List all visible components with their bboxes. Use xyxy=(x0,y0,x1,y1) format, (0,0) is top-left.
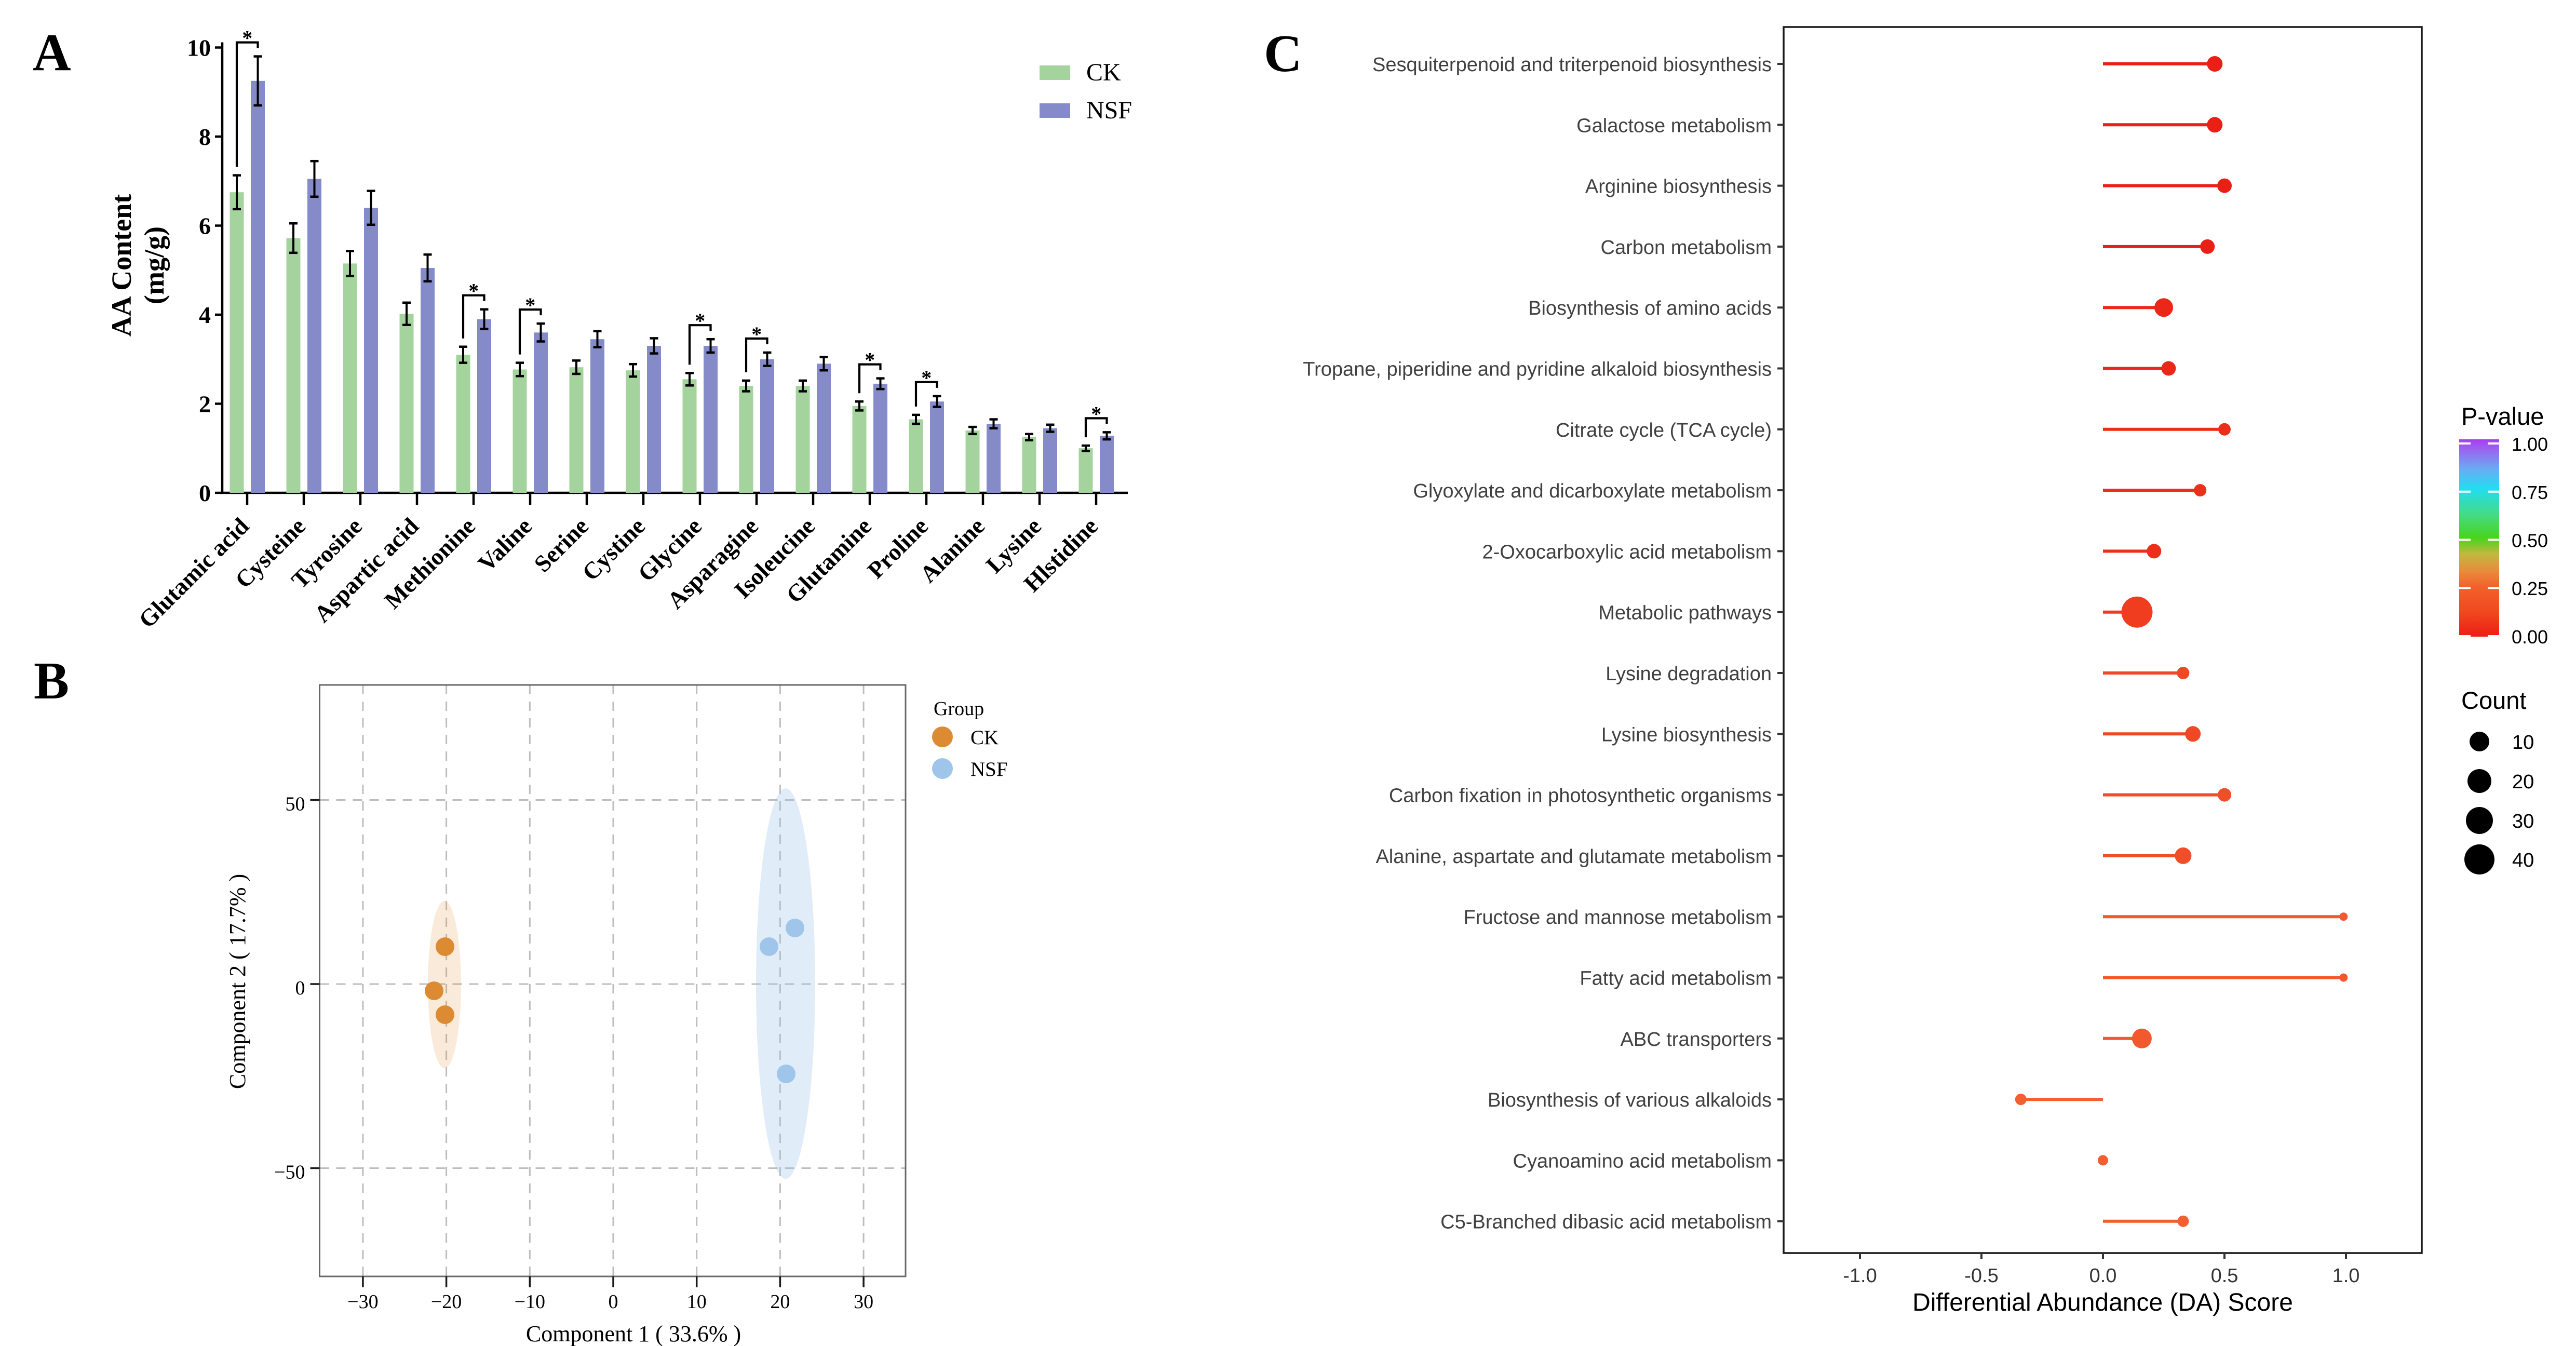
svg-text:*: * xyxy=(921,366,932,389)
svg-text:0.5: 0.5 xyxy=(2211,1265,2238,1287)
svg-text:Differential Abundance (DA) Sc: Differential Abundance (DA) Score xyxy=(1912,1289,2293,1316)
svg-text:2-Oxocarboxylic acid metabolis: 2-Oxocarboxylic acid metabolism xyxy=(1482,541,1772,563)
svg-text:Carbon fixation in photosynthe: Carbon fixation in photosynthetic organi… xyxy=(1389,785,1772,807)
svg-text:Glyoxylate and dicarboxylate m: Glyoxylate and dicarboxylate metabolism xyxy=(1413,480,1772,502)
svg-text:30: 30 xyxy=(2512,811,2534,832)
svg-text:Count: Count xyxy=(2461,687,2526,714)
svg-text:*: * xyxy=(242,26,252,50)
svg-text:Component 1 ( 33.6% ): Component 1 ( 33.6% ) xyxy=(526,1321,741,1346)
svg-text:Arginine biosynthesis: Arginine biosynthesis xyxy=(1585,176,1772,198)
svg-text:2: 2 xyxy=(199,391,211,418)
svg-text:(mg/g): (mg/g) xyxy=(139,226,170,304)
svg-text:4: 4 xyxy=(199,302,211,328)
svg-text:AA Content: AA Content xyxy=(106,194,137,337)
svg-text:−20: −20 xyxy=(431,1291,462,1313)
svg-text:Tropane, piperidine and pyridi: Tropane, piperidine and pyridine alkaloi… xyxy=(1303,359,1772,381)
svg-text:10: 10 xyxy=(687,1291,707,1313)
svg-text:0.75: 0.75 xyxy=(2512,482,2548,503)
svg-text:1.00: 1.00 xyxy=(2512,434,2548,455)
svg-text:Biosynthesis of amino acids: Biosynthesis of amino acids xyxy=(1528,298,1772,319)
svg-text:ABC transporters: ABC transporters xyxy=(1621,1029,1772,1051)
svg-text:10: 10 xyxy=(2512,732,2534,753)
svg-text:0.0: 0.0 xyxy=(2089,1265,2117,1287)
svg-text:−50: −50 xyxy=(274,1162,305,1183)
svg-text:A: A xyxy=(33,23,71,82)
svg-text:C5-Branched dibasic acid metab: C5-Branched dibasic acid metabolism xyxy=(1440,1212,1772,1233)
svg-text:*: * xyxy=(695,309,705,332)
svg-text:Carbon metabolism: Carbon metabolism xyxy=(1601,237,1772,259)
svg-text:50: 50 xyxy=(286,793,305,815)
svg-text:P-value: P-value xyxy=(2461,402,2544,430)
svg-text:*: * xyxy=(751,322,762,346)
svg-text:Citrate cycle (TCA cycle): Citrate cycle (TCA cycle) xyxy=(1556,420,1772,441)
svg-text:0.50: 0.50 xyxy=(2512,530,2548,551)
svg-text:Sesquiterpenoid and triterpeno: Sesquiterpenoid and triterpenoid biosynt… xyxy=(1372,54,1772,76)
svg-text:Fructose and mannose metabolis: Fructose and mannose metabolism xyxy=(1463,907,1772,928)
svg-text:Lysine degradation: Lysine degradation xyxy=(1606,663,1772,685)
svg-text:−10: −10 xyxy=(515,1291,545,1313)
svg-text:40: 40 xyxy=(2512,850,2534,871)
svg-text:10: 10 xyxy=(187,35,211,61)
svg-text:Fatty acid metabolism: Fatty acid metabolism xyxy=(1580,968,1772,990)
svg-text:0.00: 0.00 xyxy=(2512,626,2548,648)
svg-text:CK: CK xyxy=(970,726,999,749)
svg-text:-0.5: -0.5 xyxy=(1964,1265,1998,1287)
svg-text:*: * xyxy=(1091,402,1101,425)
svg-text:30: 30 xyxy=(854,1291,873,1313)
svg-text:C: C xyxy=(1264,24,1302,83)
svg-text:CK: CK xyxy=(1086,59,1121,86)
svg-text:0: 0 xyxy=(295,977,305,999)
svg-text:Biosynthesis of various alkalo: Biosynthesis of various alkaloids xyxy=(1488,1089,1772,1111)
svg-text:Group: Group xyxy=(934,698,984,720)
svg-text:6: 6 xyxy=(199,213,211,239)
svg-text:*: * xyxy=(525,293,535,317)
svg-text:B: B xyxy=(34,652,69,710)
svg-text:*: * xyxy=(468,279,479,303)
svg-text:0.25: 0.25 xyxy=(2512,578,2548,599)
svg-text:0: 0 xyxy=(609,1291,618,1313)
svg-text:1.0: 1.0 xyxy=(2332,1265,2360,1287)
svg-text:NSF: NSF xyxy=(1086,97,1132,124)
svg-text:Metabolic pathways: Metabolic pathways xyxy=(1598,602,1772,624)
svg-text:*: * xyxy=(865,348,875,372)
svg-text:0: 0 xyxy=(199,480,211,506)
svg-text:8: 8 xyxy=(199,124,211,150)
svg-text:NSF: NSF xyxy=(970,758,1008,780)
svg-text:Galactose metabolism: Galactose metabolism xyxy=(1576,115,1772,137)
svg-text:Cyanoamino acid metabolism: Cyanoamino acid metabolism xyxy=(1513,1150,1772,1172)
svg-text:-1.0: -1.0 xyxy=(1843,1265,1877,1287)
svg-text:20: 20 xyxy=(770,1291,790,1313)
svg-text:−30: −30 xyxy=(347,1291,378,1313)
svg-text:Component 2 ( 17.7% ): Component 2 ( 17.7% ) xyxy=(225,874,250,1089)
svg-text:Alanine, aspartate and glutama: Alanine, aspartate and glutamate metabol… xyxy=(1375,846,1772,868)
svg-text:Lysine biosynthesis: Lysine biosynthesis xyxy=(1601,724,1772,746)
svg-text:20: 20 xyxy=(2512,771,2534,793)
